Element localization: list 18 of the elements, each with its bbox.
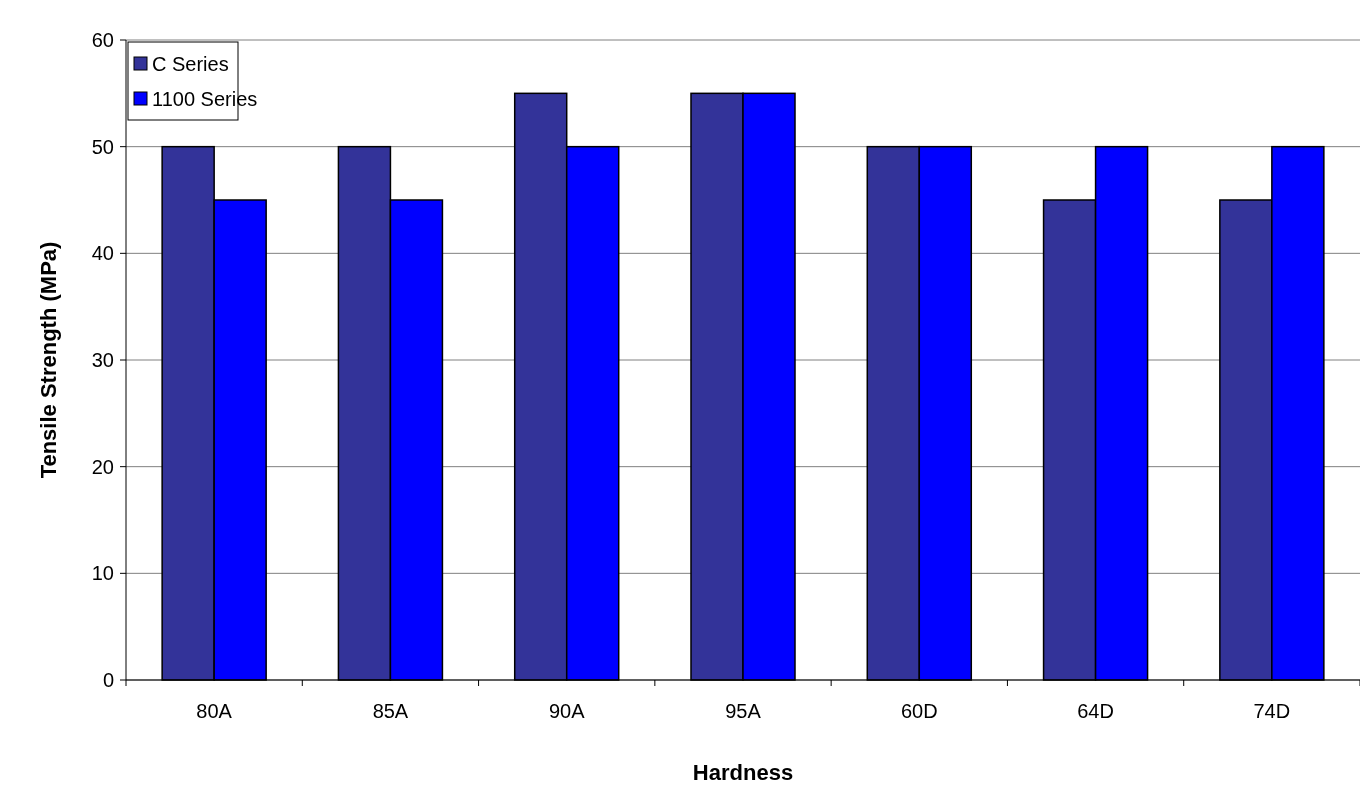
y-tick-label: 60 (91, 29, 114, 51)
y-tick-label: 30 (91, 349, 114, 371)
legend-label: 1100 Series (152, 88, 258, 110)
y-axis-title: Tensile Strength (MPa) (36, 241, 61, 479)
y-tick-label: 0 (102, 669, 114, 691)
x-tick-label: 74D (1253, 700, 1291, 722)
x-tick-label: 85A (372, 700, 409, 722)
x-tick-label: 95A (725, 700, 762, 722)
y-tick-label: 20 (91, 455, 114, 478)
y-tick-label: 10 (91, 562, 114, 585)
x-tick-label: 90A (548, 700, 586, 722)
y-tick-label: 50 (91, 135, 114, 158)
x-axis-title: Hardness (692, 760, 794, 785)
x-tick-label: 60D (900, 700, 938, 722)
x-tick-label: 80A (196, 700, 233, 722)
x-tick-label: 64D (1077, 700, 1114, 722)
y-tick-label: 40 (91, 242, 114, 265)
legend-label: C Series (152, 53, 229, 75)
